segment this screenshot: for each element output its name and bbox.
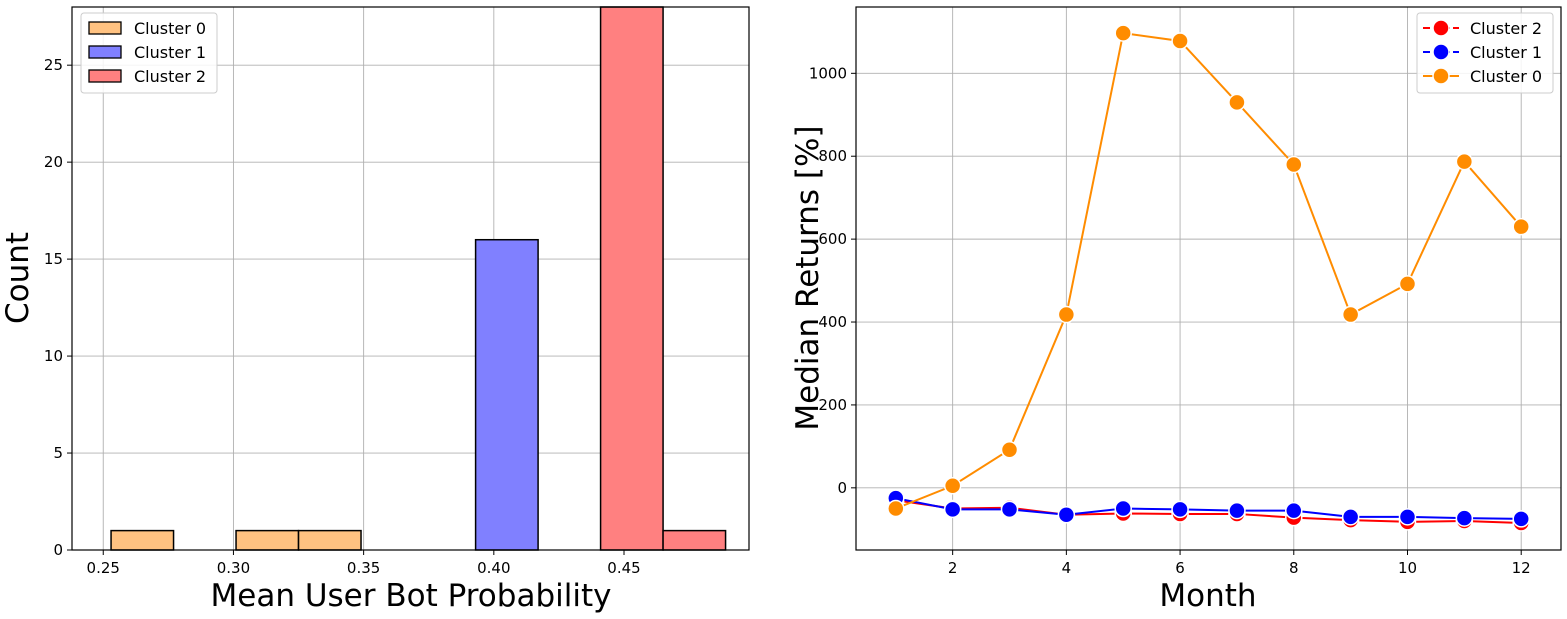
line-chart-data-point bbox=[1285, 501, 1303, 520]
line-chart-grid bbox=[856, 7, 1561, 550]
line-chart-data-point bbox=[1455, 152, 1474, 171]
line-chart-data-point bbox=[1455, 509, 1474, 527]
line-chart-legend-marker bbox=[1432, 19, 1450, 37]
line-chart-data-point bbox=[1171, 500, 1189, 519]
line-chart-x-tick-label: 12 bbox=[1512, 559, 1531, 577]
line-chart-y-tick-label: 1000 bbox=[809, 64, 847, 82]
histogram-y-tick-label: 5 bbox=[53, 444, 63, 462]
line-chart-x-tick-label: 8 bbox=[1289, 559, 1299, 577]
line-chart-data-point bbox=[1114, 499, 1132, 518]
line-chart-y-tick-label: 200 bbox=[818, 396, 847, 414]
histogram-legend-label: Cluster 2 bbox=[134, 67, 206, 86]
line-chart-x-tick-label: 4 bbox=[1062, 559, 1072, 577]
line-chart-legend-label: Cluster 2 bbox=[1470, 19, 1542, 38]
histogram-y-tick-label: 20 bbox=[44, 153, 63, 171]
histogram-x-tick-label: 0.45 bbox=[607, 559, 640, 577]
histogram-legend-label: Cluster 0 bbox=[134, 19, 206, 38]
line-chart-data-point bbox=[1114, 24, 1132, 42]
histogram-x-axis-label: Mean User Bot Probability bbox=[211, 578, 612, 614]
line-chart-x-axis-label: Month bbox=[1159, 578, 1256, 614]
line-chart-data-point bbox=[887, 499, 905, 518]
line-chart-x-tick-label: 2 bbox=[948, 559, 958, 577]
line-chart-ticks: 2 4 6 8 10 12 0 200 400 600 800 1000 bbox=[809, 64, 1531, 577]
histogram-bar bbox=[297, 529, 362, 551]
line-chart-data-point bbox=[1228, 93, 1246, 112]
line-chart-y-tick-label: 600 bbox=[818, 230, 847, 248]
line-chart-axes-frame bbox=[855, 6, 1562, 551]
line-chart-y-axis-label: Median Returns [%] bbox=[790, 125, 826, 430]
histogram-panel: 0.25 0.30 0.35 0.40 0.45 0 5 10 15 20 25 Mean User… bbox=[0, 6, 750, 614]
histogram-x-tick-label: 0.25 bbox=[87, 559, 120, 577]
histogram-bar bbox=[474, 238, 539, 551]
line-chart-data-point bbox=[1285, 155, 1303, 174]
line-chart-data-point bbox=[1057, 506, 1076, 524]
histogram-bar bbox=[662, 529, 727, 551]
histogram-legend-label: Cluster 1 bbox=[134, 43, 206, 62]
line-chart-panel: 2 4 6 8 10 12 0 200 400 600 800 1000 Month Median R… bbox=[790, 6, 1562, 614]
histogram-bar bbox=[235, 529, 300, 551]
line-chart-data-point bbox=[1398, 275, 1417, 293]
histogram-x-tick-label: 0.35 bbox=[347, 559, 380, 577]
line-chart-data-point bbox=[1398, 508, 1417, 526]
line-chart-series-line bbox=[895, 499, 1522, 525]
line-chart-legend-box bbox=[1416, 12, 1554, 94]
histogram-bar bbox=[110, 529, 175, 551]
histogram-y-tick-label: 15 bbox=[44, 250, 63, 268]
line-chart-legend-marker bbox=[1432, 43, 1450, 61]
line-chart-y-tick-label: 0 bbox=[837, 479, 847, 497]
histogram-y-tick-label: 25 bbox=[44, 56, 63, 74]
line-chart-data-point bbox=[1057, 305, 1076, 324]
histogram-y-tick-label: 10 bbox=[44, 347, 63, 365]
line-chart-legend-label: Cluster 1 bbox=[1470, 43, 1542, 62]
histogram-ticks: 0.25 0.30 0.35 0.40 0.45 0 5 10 15 20 25 bbox=[44, 56, 641, 577]
histogram-legend-swatch bbox=[88, 45, 122, 59]
histogram-legend-swatch bbox=[88, 69, 122, 83]
histogram-y-axis-label: Count bbox=[0, 232, 36, 324]
line-chart-data-point bbox=[1341, 508, 1360, 526]
histogram-bar bbox=[599, 6, 664, 551]
line-chart-data-point bbox=[943, 500, 962, 519]
line-chart-data-point bbox=[1512, 510, 1530, 528]
line-chart-data-point bbox=[1512, 217, 1530, 236]
histogram-y-tick-label: 0 bbox=[53, 541, 63, 559]
line-chart-y-tick-label: 400 bbox=[818, 313, 847, 331]
histogram-x-tick-label: 0.40 bbox=[477, 559, 510, 577]
line-chart-legend-label: Cluster 0 bbox=[1470, 67, 1542, 86]
line-chart-y-tick-label: 800 bbox=[818, 147, 847, 165]
histogram-legend: Cluster 0 Cluster 1 Cluster 2 bbox=[80, 12, 218, 94]
line-chart-series-line bbox=[895, 31, 1522, 510]
line-chart-data-point bbox=[1000, 440, 1019, 459]
histogram-bars bbox=[110, 6, 727, 551]
line-chart-data-point bbox=[1000, 500, 1019, 519]
line-chart-data-point bbox=[1341, 305, 1360, 324]
histogram-legend-swatch bbox=[88, 21, 122, 35]
line-chart-legend-marker bbox=[1432, 67, 1450, 85]
line-chart-x-tick-label: 6 bbox=[1175, 559, 1185, 577]
line-chart-legend: Cluster 2 Cluster 1 Cluster 0 bbox=[1416, 12, 1554, 94]
line-chart-data-point bbox=[1171, 32, 1189, 50]
line-chart-data-point bbox=[943, 477, 962, 495]
line-chart-series bbox=[887, 24, 1530, 532]
line-chart-x-tick-label: 10 bbox=[1398, 559, 1417, 577]
line-chart-series-line bbox=[895, 497, 1522, 520]
histogram-x-tick-label: 0.30 bbox=[217, 559, 250, 577]
line-chart-data-point bbox=[1228, 501, 1246, 520]
histogram-axes-frame bbox=[71, 6, 750, 551]
